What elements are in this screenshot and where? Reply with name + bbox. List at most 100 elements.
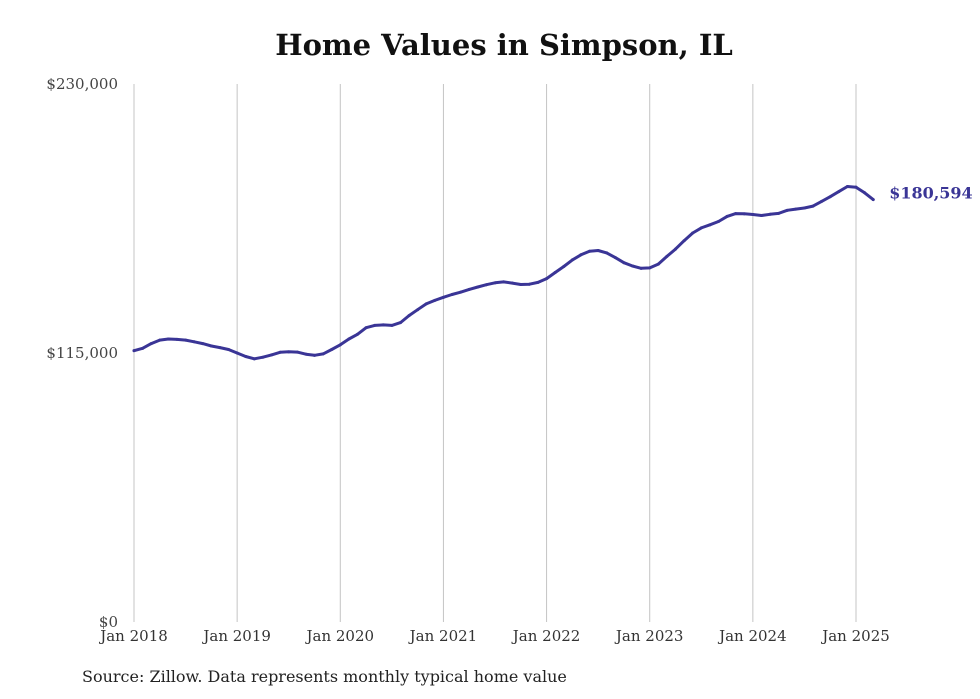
data-point bbox=[656, 262, 660, 266]
data-point bbox=[347, 337, 351, 341]
data-point bbox=[158, 338, 162, 342]
data-point bbox=[665, 254, 669, 258]
data-point bbox=[493, 281, 497, 285]
data-point bbox=[355, 332, 359, 336]
data-point bbox=[304, 352, 308, 356]
data-point bbox=[467, 287, 471, 291]
data-point bbox=[716, 220, 720, 224]
x-axis-ticks: Jan 2018 Jan 2019 Jan 2020 Jan 2021 Jan 2022… bbox=[98, 627, 890, 645]
data-point bbox=[261, 355, 265, 359]
x-tick-label: Jan 2018 bbox=[98, 627, 168, 645]
data-point bbox=[373, 323, 377, 327]
data-point bbox=[871, 198, 875, 202]
data-point bbox=[235, 351, 239, 355]
data-point bbox=[149, 342, 153, 346]
data-point bbox=[398, 321, 402, 325]
x-gridlines bbox=[133, 84, 857, 622]
data-point bbox=[381, 323, 385, 327]
source-note: Source: Zillow. Data represents monthly … bbox=[82, 667, 567, 686]
data-point bbox=[553, 271, 557, 275]
data-point bbox=[648, 266, 652, 270]
data-point bbox=[570, 258, 574, 262]
data-point bbox=[794, 207, 798, 211]
data-point bbox=[270, 353, 274, 357]
data-point bbox=[287, 350, 291, 354]
data-point bbox=[313, 353, 316, 357]
x-tick-label: Jan 2023 bbox=[614, 627, 684, 645]
data-point bbox=[527, 282, 531, 286]
data-point bbox=[218, 346, 222, 350]
series-group: $180,594 bbox=[132, 184, 973, 361]
data-point bbox=[785, 208, 789, 212]
y-tick-label: $0 bbox=[99, 613, 118, 631]
data-point bbox=[691, 231, 695, 235]
data-point bbox=[244, 355, 248, 359]
data-point bbox=[416, 308, 420, 312]
data-point bbox=[613, 256, 617, 260]
data-point bbox=[433, 298, 437, 302]
data-point bbox=[459, 290, 463, 294]
x-tick-label: Jan 2022 bbox=[511, 627, 581, 645]
x-tick-label: Jan 2024 bbox=[717, 627, 787, 645]
data-point bbox=[639, 266, 643, 270]
data-point bbox=[854, 185, 858, 189]
chart-title: Home Values in Simpson, IL bbox=[275, 28, 733, 62]
data-point bbox=[622, 261, 626, 265]
end-value-label: $180,594 bbox=[889, 184, 973, 203]
data-point bbox=[278, 350, 282, 354]
data-point bbox=[682, 239, 686, 243]
data-point bbox=[175, 337, 179, 341]
data-point bbox=[209, 344, 213, 348]
data-point bbox=[863, 191, 867, 195]
data-point bbox=[364, 326, 368, 330]
data-point bbox=[321, 352, 325, 356]
y-tick-label: $115,000 bbox=[46, 344, 118, 362]
data-point bbox=[828, 195, 832, 199]
data-point bbox=[699, 226, 703, 230]
data-point bbox=[338, 343, 342, 347]
data-point bbox=[596, 249, 600, 253]
data-point bbox=[227, 347, 231, 351]
data-point bbox=[708, 223, 712, 227]
data-point bbox=[450, 293, 454, 297]
data-point bbox=[441, 295, 445, 299]
data-point bbox=[141, 346, 145, 350]
data-point bbox=[837, 190, 841, 194]
data-point bbox=[820, 199, 824, 203]
data-point bbox=[502, 280, 506, 284]
data-point bbox=[407, 314, 411, 318]
data-point bbox=[424, 302, 428, 306]
data-point bbox=[166, 337, 170, 341]
y-tick-label: $230,000 bbox=[46, 75, 118, 93]
data-point bbox=[588, 249, 592, 253]
x-tick-label: Jan 2019 bbox=[201, 627, 271, 645]
data-point bbox=[390, 323, 394, 327]
data-point bbox=[192, 340, 196, 344]
data-point bbox=[201, 342, 205, 346]
data-point bbox=[536, 280, 540, 284]
data-point bbox=[476, 285, 480, 289]
data-point bbox=[519, 282, 523, 286]
data-point bbox=[605, 251, 609, 255]
data-point bbox=[742, 212, 746, 216]
data-point bbox=[725, 214, 729, 218]
data-point bbox=[777, 211, 781, 215]
data-point bbox=[734, 212, 738, 216]
series-line bbox=[132, 185, 875, 361]
data-point bbox=[330, 347, 334, 351]
data-point bbox=[252, 357, 256, 361]
data-point bbox=[579, 253, 583, 257]
x-tick-label: Jan 2021 bbox=[408, 627, 478, 645]
data-point bbox=[484, 283, 488, 287]
data-point bbox=[768, 212, 772, 216]
data-point bbox=[545, 277, 549, 281]
data-point bbox=[751, 213, 755, 217]
data-point bbox=[132, 349, 136, 353]
x-tick-label: Jan 2025 bbox=[820, 627, 890, 645]
data-point bbox=[631, 264, 635, 268]
data-point bbox=[510, 281, 514, 285]
data-point bbox=[562, 264, 566, 268]
data-point bbox=[759, 213, 763, 217]
data-point bbox=[674, 247, 677, 251]
